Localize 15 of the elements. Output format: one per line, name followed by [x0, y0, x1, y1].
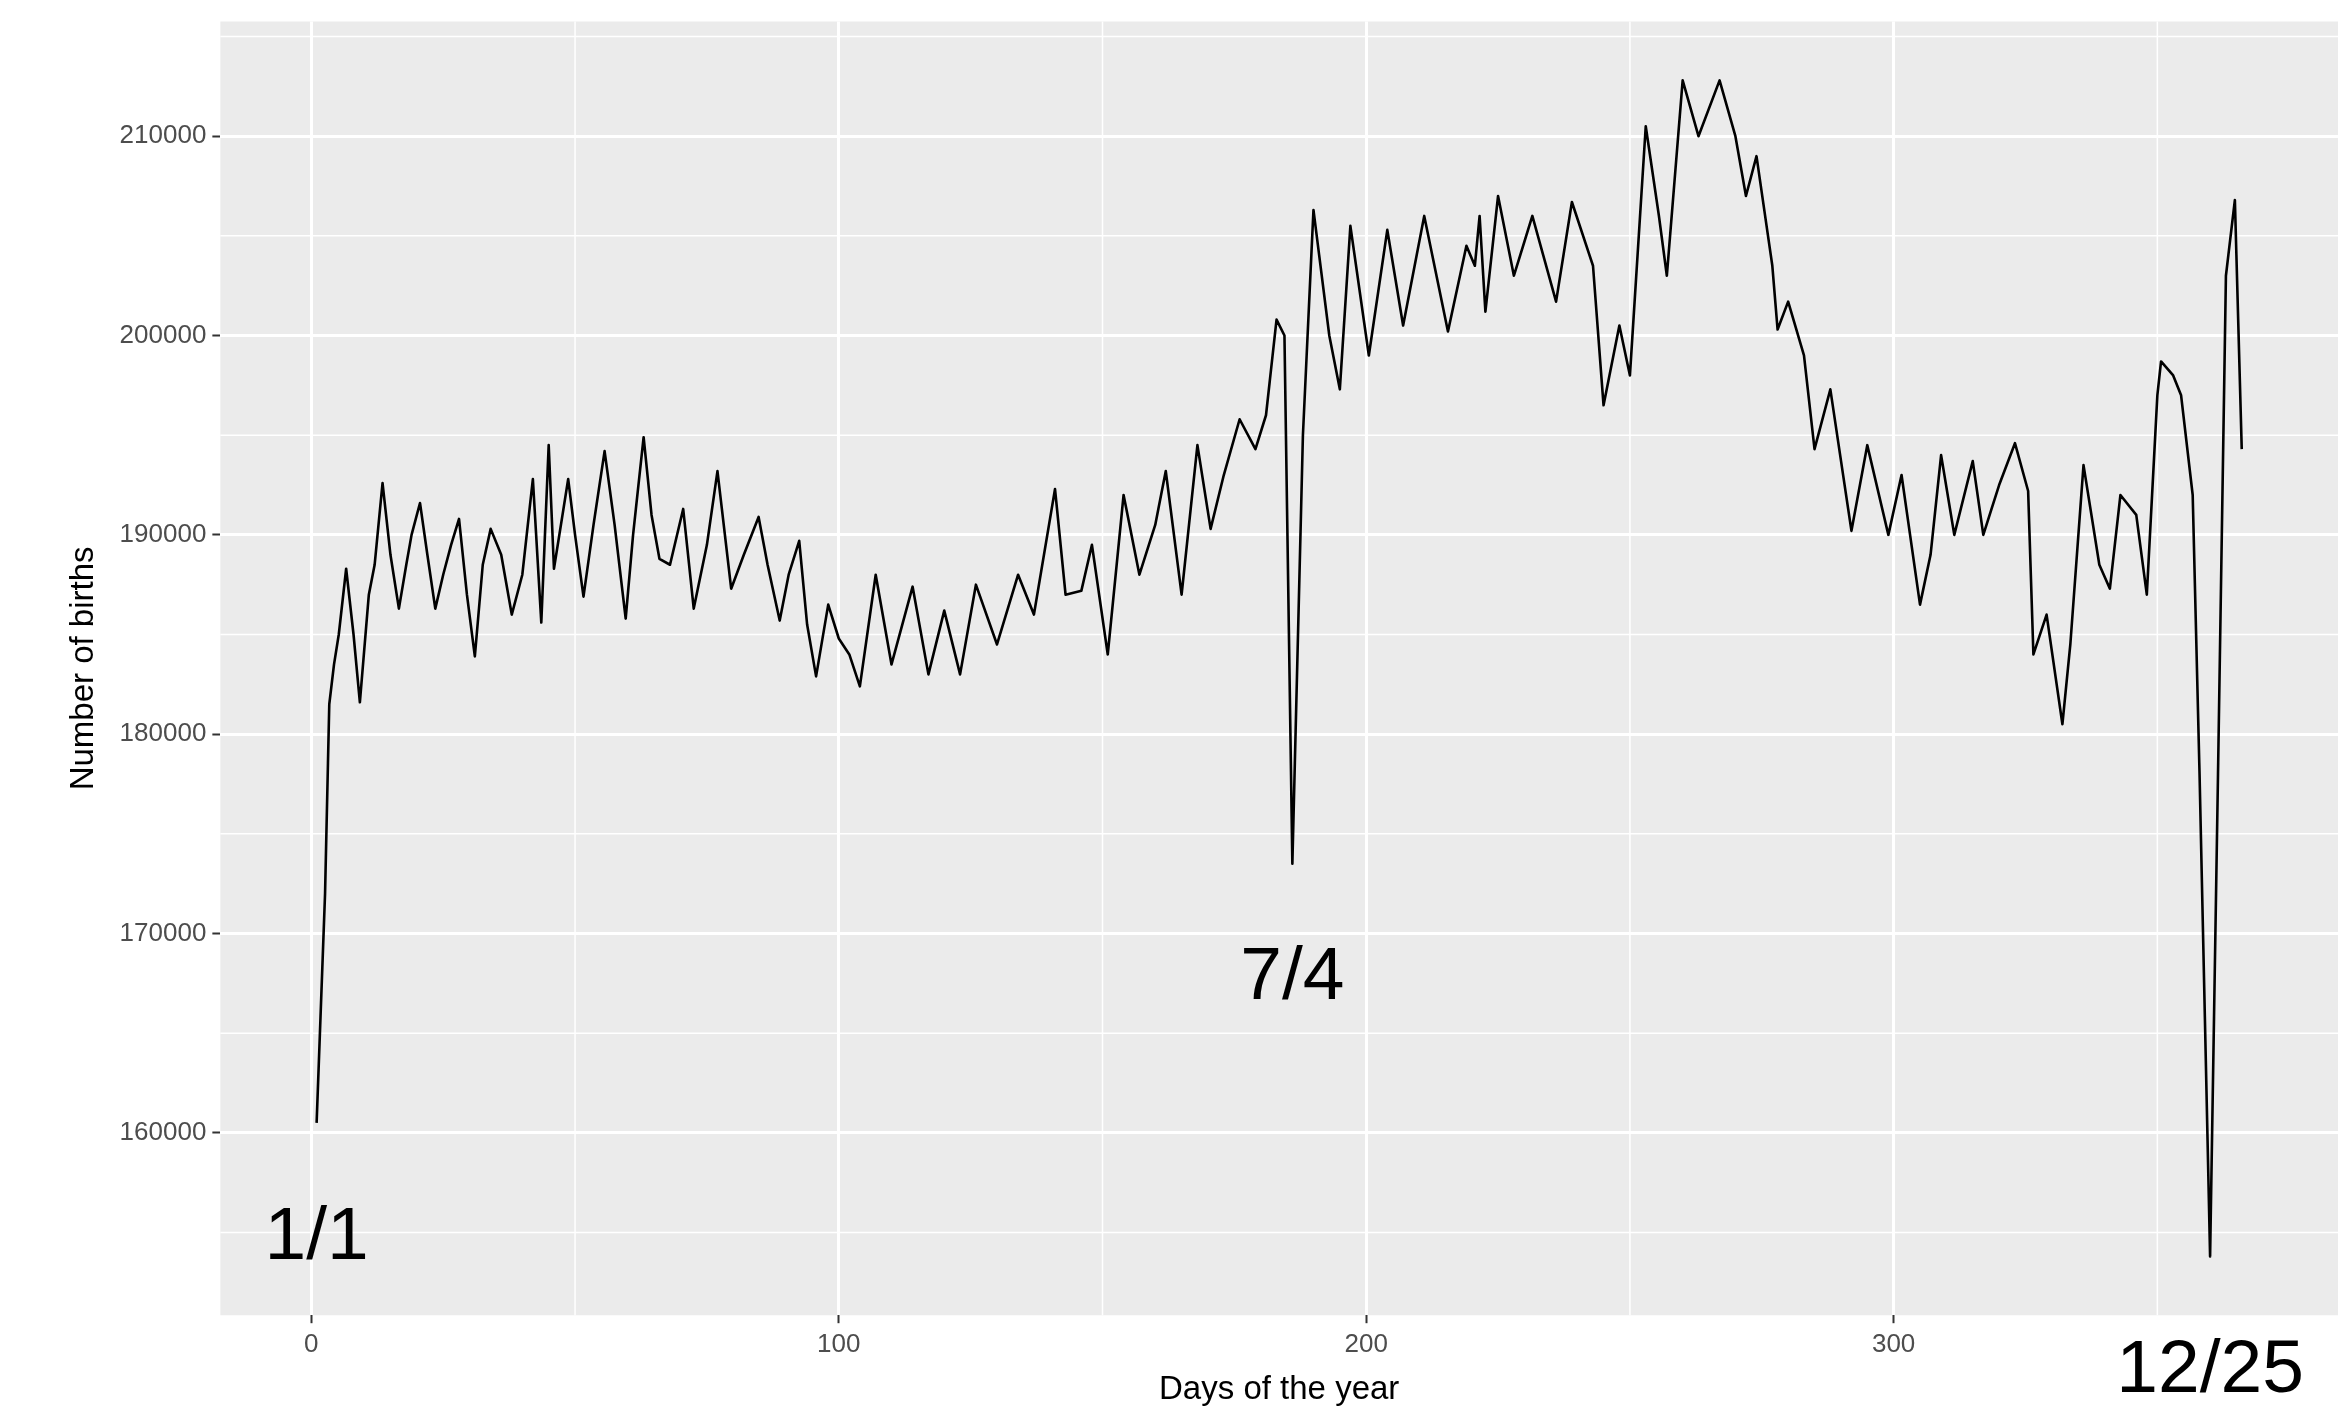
annotation: 7/4: [1240, 931, 1345, 1016]
annotation: 12/25: [2116, 1324, 2304, 1409]
y-tick-label: 160000: [119, 1115, 207, 1146]
x-tick-label: 200: [1344, 1327, 1388, 1358]
x-tick-label: 100: [817, 1327, 861, 1358]
y-tick-label: 210000: [119, 119, 207, 150]
y-tick-label: 200000: [119, 318, 207, 349]
y-axis-title: Number of births: [62, 546, 100, 791]
y-tick-label: 190000: [119, 518, 207, 549]
y-tick-label: 170000: [119, 916, 207, 947]
y-tick-label: 180000: [119, 717, 207, 748]
x-tick-label: 0: [304, 1327, 319, 1358]
x-tick-label: 300: [1871, 1327, 1916, 1358]
x-axis-title: Days of the year: [1159, 1369, 1400, 1407]
annotation: 1/1: [264, 1190, 369, 1275]
